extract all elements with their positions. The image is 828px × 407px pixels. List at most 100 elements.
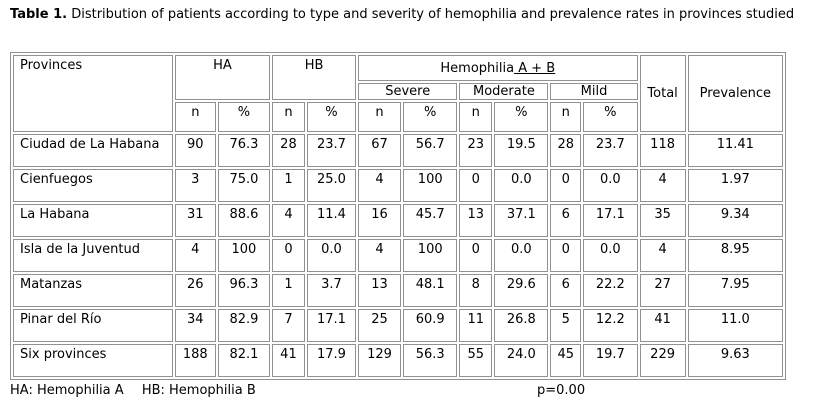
cell-province: La Habana	[13, 204, 173, 237]
cell-value: 13	[459, 204, 493, 237]
cell-value: 8	[459, 274, 493, 307]
cell-value: 6	[550, 204, 582, 237]
cell-value: 4	[358, 239, 402, 272]
cell-province: Ciudad de La Habana	[13, 134, 173, 167]
cell-value: 3.7	[306, 274, 357, 307]
cell-value: 7.95	[687, 274, 783, 307]
cell-value: 4	[174, 239, 216, 272]
cell-value: 4	[639, 169, 686, 202]
cell-value: 100	[217, 239, 271, 272]
cell-value: 188	[174, 344, 216, 377]
cell-value: 48.1	[403, 274, 458, 307]
header-n: n	[358, 102, 402, 132]
cell-value: 0.0	[306, 239, 357, 272]
cell-value: 7	[272, 309, 305, 342]
cell-value: 75.0	[217, 169, 271, 202]
cell-value: 19.5	[494, 134, 549, 167]
header-moderate: Moderate	[459, 83, 549, 100]
cell-value: 41	[639, 309, 686, 342]
table-body: Ciudad de La Habana 90 76.3 28 23.7 67 56.7 23 1…	[13, 134, 783, 377]
cell-value: 229	[639, 344, 686, 377]
table-row: Matanzas 26 96.3 1 3.7 13 48.1 8 29.6 6 22.2 27 7.95	[13, 274, 783, 307]
cell-value: 1	[272, 169, 305, 202]
cell-value: 0.0	[494, 239, 549, 272]
cell-value: 0.0	[494, 169, 549, 202]
cell-value: 1	[272, 274, 305, 307]
cell-value: 37.1	[494, 204, 549, 237]
cell-value: 56.3	[403, 344, 458, 377]
cell-province: Six provinces	[13, 344, 173, 377]
table-caption-label: Table 1.	[10, 7, 68, 22]
header-hemophilia-ab-suffix: A + B	[514, 60, 556, 76]
p-value: p=0.00	[537, 383, 586, 398]
cell-value: 118	[639, 134, 686, 167]
cell-value: 55	[459, 344, 493, 377]
table-row: Cienfuegos 3 75.0 1 25.0 4 100 0 0.0 0 0.0 4 1.97	[13, 169, 783, 202]
cell-value: 28	[272, 134, 305, 167]
cell-value: 45	[550, 344, 582, 377]
cell-value: 35	[639, 204, 686, 237]
cell-value: 28	[550, 134, 582, 167]
cell-value: 25.0	[306, 169, 357, 202]
header-n: n	[550, 102, 582, 132]
header-mild: Mild	[550, 83, 638, 100]
cell-value: 11.0	[687, 309, 783, 342]
table-row: Pinar del Río 34 82.9 7 17.1 25 60.9 11 26.8 5 12.…	[13, 309, 783, 342]
cell-value: 3	[174, 169, 216, 202]
cell-province: Isla de la Juventud	[13, 239, 173, 272]
cell-value: 60.9	[403, 309, 458, 342]
cell-value: 9.63	[687, 344, 783, 377]
cell-value: 11	[459, 309, 493, 342]
cell-province: Cienfuegos	[13, 169, 173, 202]
cell-value: 129	[358, 344, 402, 377]
header-hemophilia-ab: Hemophilia A + B	[358, 55, 638, 81]
cell-value: 0	[459, 239, 493, 272]
header-pct: %	[403, 102, 458, 132]
cell-value: 17.9	[306, 344, 357, 377]
cell-value: 0.0	[583, 239, 638, 272]
cell-value: 9.34	[687, 204, 783, 237]
cell-value: 25	[358, 309, 402, 342]
header-hemophilia-ab-prefix: Hemophilia	[440, 60, 515, 76]
cell-value: 82.9	[217, 309, 271, 342]
header-total: Total	[639, 55, 686, 132]
header-pct: %	[217, 102, 271, 132]
table-row: La Habana 31 88.6 4 11.4 16 45.7 13 37.1 6 17.1 35 9…	[13, 204, 783, 237]
header-pct: %	[583, 102, 638, 132]
header-severe: Severe	[358, 83, 458, 100]
abbreviation-ha: HA: Hemophilia A	[10, 383, 124, 398]
cell-value: 8.95	[687, 239, 783, 272]
cell-value: 76.3	[217, 134, 271, 167]
cell-value: 23	[459, 134, 493, 167]
header-hb: HB	[272, 55, 357, 100]
header-prevalence: Prevalence	[687, 55, 783, 132]
cell-value: 23.7	[583, 134, 638, 167]
abbreviation-hb: HB: Hemophilia B	[141, 383, 256, 398]
cell-value: 0	[550, 169, 582, 202]
cell-value: 34	[174, 309, 216, 342]
header-n: n	[459, 102, 493, 132]
cell-value: 4	[358, 169, 402, 202]
cell-value: 26.8	[494, 309, 549, 342]
cell-value: 56.7	[403, 134, 458, 167]
cell-value: 26	[174, 274, 216, 307]
cell-value: 82.1	[217, 344, 271, 377]
cell-value: 22.2	[583, 274, 638, 307]
cell-value: 100	[403, 169, 458, 202]
cell-value: 0	[550, 239, 582, 272]
cell-value: 16	[358, 204, 402, 237]
cell-value: 12.2	[583, 309, 638, 342]
cell-value: 27	[639, 274, 686, 307]
header-provinces: Provinces	[13, 55, 173, 132]
cell-value: 96.3	[217, 274, 271, 307]
cell-value: 0	[459, 169, 493, 202]
cell-value: 24.0	[494, 344, 549, 377]
header-pct: %	[306, 102, 357, 132]
cell-province: Matanzas	[13, 274, 173, 307]
cell-value: 6	[550, 274, 582, 307]
header-ha: HA	[174, 55, 271, 100]
table-caption-text: Distribution of patients according to ty…	[71, 7, 795, 22]
cell-value: 90	[174, 134, 216, 167]
header-pct: %	[494, 102, 549, 132]
